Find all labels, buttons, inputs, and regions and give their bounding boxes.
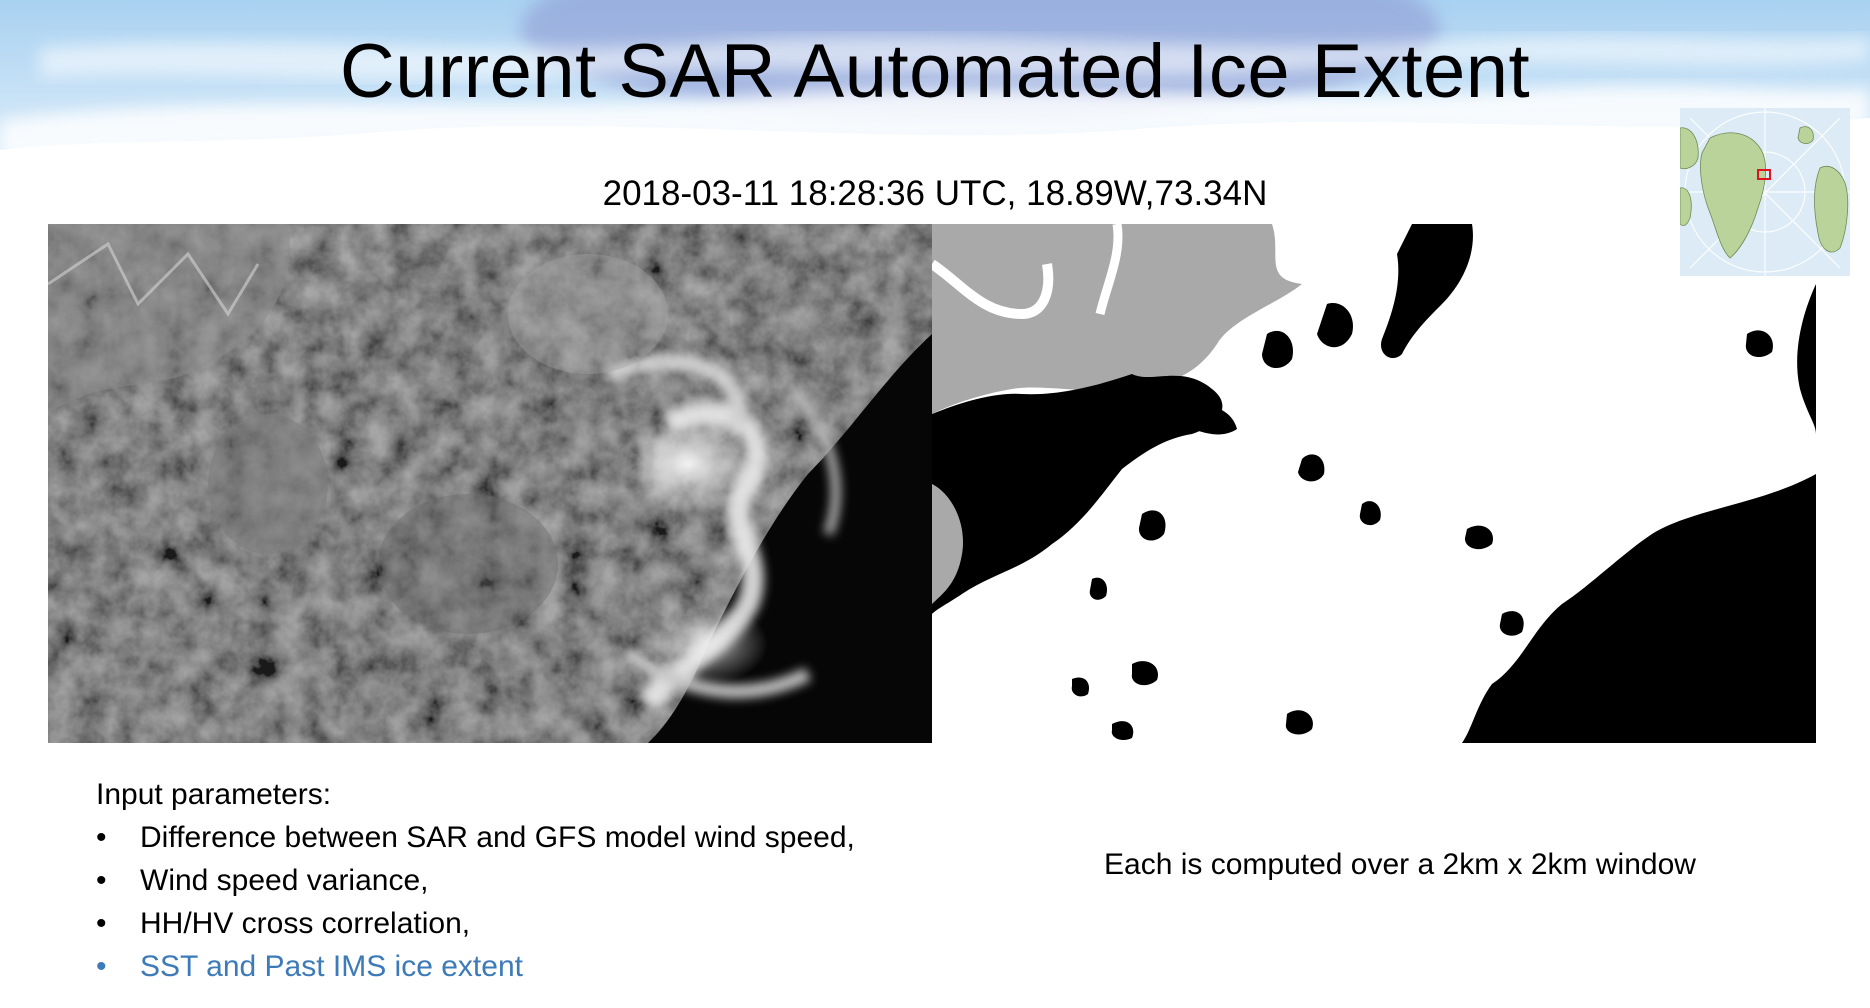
list-item: • SST and Past IMS ice extent <box>96 945 855 988</box>
greenland-locator-map-icon <box>1680 108 1850 276</box>
list-item-text: SST and Past IMS ice extent <box>140 950 523 983</box>
input-parameters-heading: Input parameters: <box>96 778 332 811</box>
sar-backscatter-image <box>48 224 932 743</box>
list-item: • HH/HV cross correlation, <box>96 902 855 945</box>
input-parameters-list: • Difference between SAR and GFS model w… <box>96 816 855 988</box>
bullet-icon: • <box>96 864 107 897</box>
list-item: • Difference between SAR and GFS model w… <box>96 816 855 859</box>
list-item-text: HH/HV cross correlation, <box>140 907 471 940</box>
header-band <box>0 0 1870 170</box>
slide-title: Current SAR Automated Ice Extent <box>339 29 1531 114</box>
list-item-text: Wind speed variance, <box>140 864 429 897</box>
list-item: • Wind speed variance, <box>96 859 855 902</box>
window-size-note: Each is computed over a 2km x 2km window <box>1104 848 1696 881</box>
bullet-icon: • <box>96 950 107 983</box>
ice-extent-classification-image <box>932 224 1816 743</box>
bullet-icon: • <box>96 821 107 854</box>
image-timestamp-location: 2018-03-11 18:28:36 UTC, 18.89W,73.34N <box>602 174 1268 213</box>
bullet-icon: • <box>96 907 107 940</box>
input-parameters: Input parameters: • Difference between S… <box>96 773 855 988</box>
list-item-text: Difference between SAR and GFS model win… <box>140 821 855 854</box>
